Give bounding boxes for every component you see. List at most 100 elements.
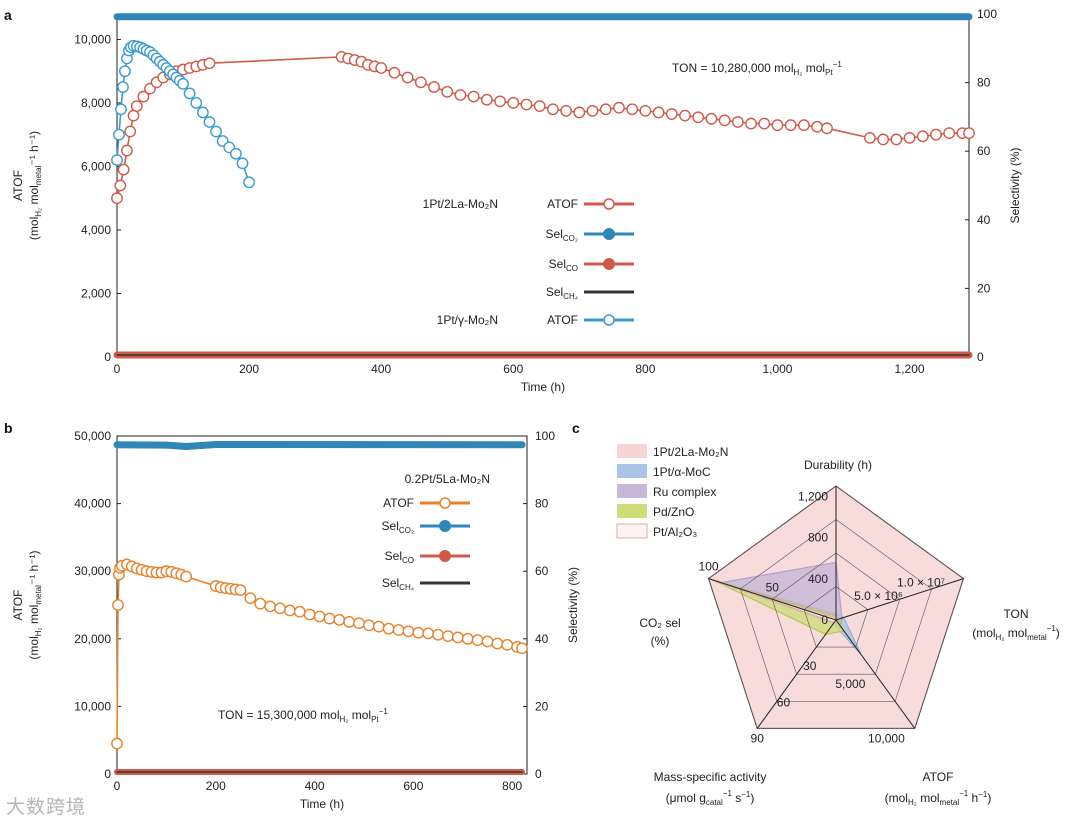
data-point <box>613 101 625 114</box>
x-tick-label: 200 <box>239 362 259 376</box>
ton-annotation: TON = 15,300,000 molH₂ molPt−1 <box>218 707 388 724</box>
data-point <box>480 93 493 106</box>
data-point <box>784 119 797 132</box>
data-point <box>501 638 514 651</box>
data-point <box>963 127 975 139</box>
data-point <box>115 103 127 116</box>
y2-tick-label: 40 <box>535 632 549 646</box>
legend-marker <box>439 520 451 532</box>
unit-part: ⁻¹ h⁻¹) <box>27 131 41 166</box>
u: mol <box>917 791 940 805</box>
radar-legend-label: Ru complex <box>653 485 716 499</box>
data-point <box>811 120 823 133</box>
unit-sub: metal <box>34 165 43 185</box>
data-point <box>586 104 599 117</box>
radar-tick-label: 5.0 × 10⁶ <box>854 589 903 603</box>
legend-name: ATOF <box>547 197 578 211</box>
radar-axis-unit-ton: (molH₂ molmetal−1) <box>972 624 1060 642</box>
data-point <box>943 127 956 139</box>
data-point <box>547 103 559 116</box>
data-point <box>471 634 484 647</box>
y2-tick-label: 60 <box>977 144 991 158</box>
data-point <box>196 106 209 119</box>
data-point <box>229 147 242 160</box>
data-point <box>203 57 216 70</box>
y-tick-label: 6,000 <box>81 159 111 173</box>
data-point <box>402 625 415 638</box>
legend-label: SelCH₄ <box>546 285 578 301</box>
radar-tick-label: 100 <box>699 560 719 574</box>
data-point <box>313 610 326 623</box>
ton-text: mol <box>802 61 825 75</box>
u-sub: catal <box>706 798 723 807</box>
radar-tick-label: 60 <box>777 695 791 709</box>
radar-legend-label: Pd/ZnO <box>653 505 694 519</box>
series-line-1pt-2la-mo-n-atof <box>116 56 969 199</box>
data-point <box>124 125 137 138</box>
radar-grid-ring <box>707 485 965 729</box>
ton-sub: Pt <box>825 68 833 77</box>
data-point <box>451 631 464 644</box>
data-point <box>111 192 123 205</box>
data-point <box>119 65 131 78</box>
y2-axis-label: Selectivity (%) <box>566 567 580 643</box>
legend-name: Sel <box>382 519 399 533</box>
y-tick-label: 20,000 <box>74 632 111 646</box>
x-axis-label: Time (h) <box>300 797 344 811</box>
radar-tick-label: 0 <box>821 613 828 627</box>
data-point <box>375 62 388 74</box>
data-point <box>454 89 467 101</box>
data-point <box>626 103 639 116</box>
data-point <box>210 125 222 138</box>
radar-tick-label: 1,200 <box>798 489 828 503</box>
chart-a: 0 200 400 600 800 1,000 1,20002,0004,0006,0008… <box>11 7 1022 394</box>
legend-label: SelCH₄ <box>382 576 414 592</box>
radar-axis-unit-atof: (molH₂ molmetal−1 h−1) <box>885 789 992 807</box>
legend-marker <box>603 314 615 326</box>
legend-sub: CH₄ <box>399 583 414 592</box>
x-tick-label: 1,200 <box>895 362 925 376</box>
radar-grid-ring <box>740 519 932 702</box>
radar-legend-label: Pt/Al₂O₃ <box>653 525 697 539</box>
u: ) <box>750 791 754 805</box>
radar-tick-label: 10,000 <box>868 731 905 745</box>
radar-axis-line <box>835 578 964 621</box>
u: mol <box>1004 626 1027 640</box>
watermark: 大数跨境 <box>6 797 87 818</box>
x-tick-label: 0 <box>114 362 121 376</box>
data-point <box>264 600 277 613</box>
data-point <box>177 77 189 90</box>
u: (mol <box>972 626 995 640</box>
radar-tick-label: 5,000 <box>835 677 865 691</box>
data-point <box>363 619 375 632</box>
legend-label: SelCO₂ <box>382 519 414 535</box>
data-point <box>516 642 528 655</box>
ton-sup: −1 <box>833 60 843 69</box>
data-point <box>382 622 395 635</box>
unit-part: mol <box>27 605 41 628</box>
data-point <box>877 133 890 146</box>
data-point <box>560 104 573 117</box>
y-axis-unit: (molH₂ molmetal⁻¹ h⁻¹) <box>27 550 43 659</box>
data-point <box>533 100 546 113</box>
legend-group: 1Pt/2La-Mo₂N <box>423 197 498 211</box>
data-point <box>705 112 718 125</box>
data-point <box>491 637 504 650</box>
data-point <box>121 144 133 157</box>
radar-legend-swatch <box>617 484 647 498</box>
data-point <box>930 128 942 141</box>
data-point <box>353 617 365 630</box>
radar-legend-swatch <box>617 464 647 478</box>
y-axis-unit: (molH₂ molmetal⁻¹ h⁻¹) <box>27 131 43 240</box>
x-tick-label: 600 <box>403 779 423 793</box>
y2-tick-label: 60 <box>535 564 549 578</box>
legend-marker <box>439 497 451 509</box>
y-tick-label: 30,000 <box>74 564 111 578</box>
data-point <box>731 116 744 128</box>
radar-axis-line <box>756 619 837 729</box>
legend-name: Sel <box>549 257 566 271</box>
legend-group: 1Pt/γ-Mo₂N <box>437 313 498 327</box>
data-point <box>392 624 405 636</box>
